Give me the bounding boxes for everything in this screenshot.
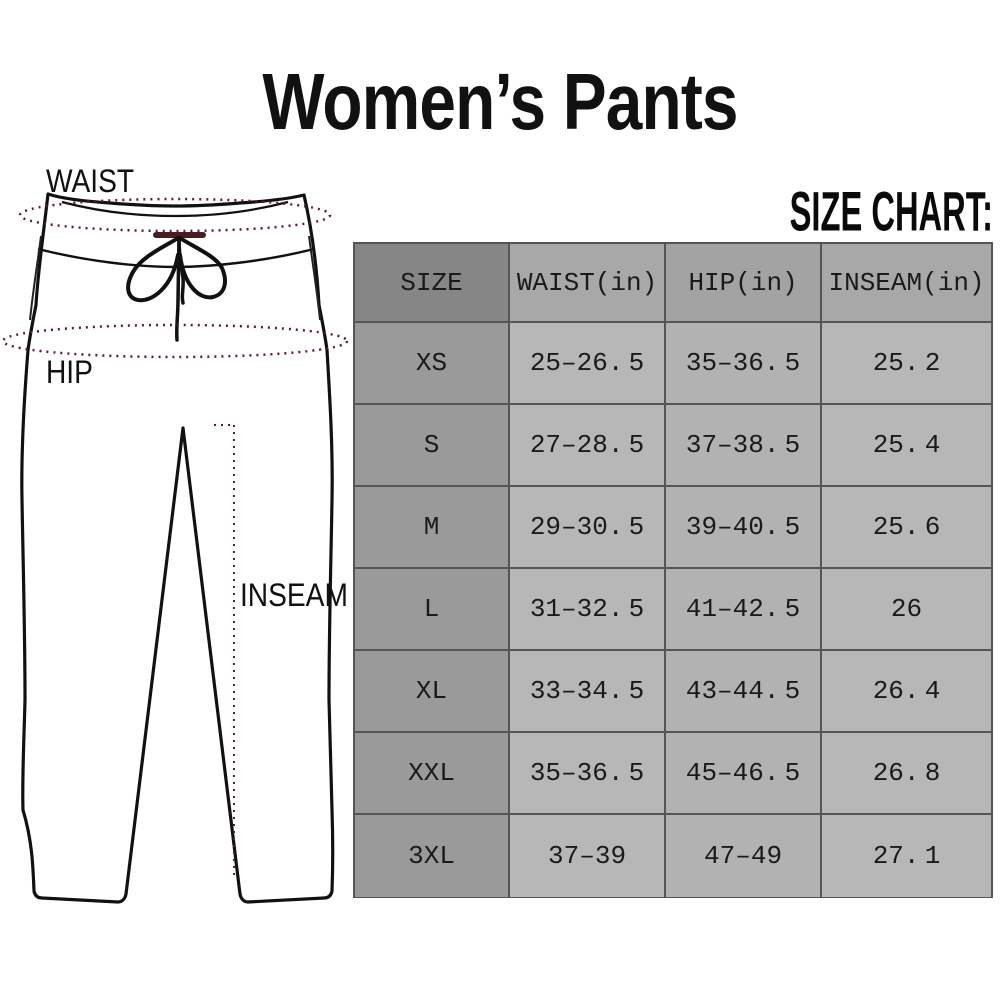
svg-text:HIP: HIP xyxy=(46,355,93,390)
svg-text:WAIST: WAIST xyxy=(46,164,134,199)
svg-text:INSEAM: INSEAM xyxy=(240,578,348,613)
